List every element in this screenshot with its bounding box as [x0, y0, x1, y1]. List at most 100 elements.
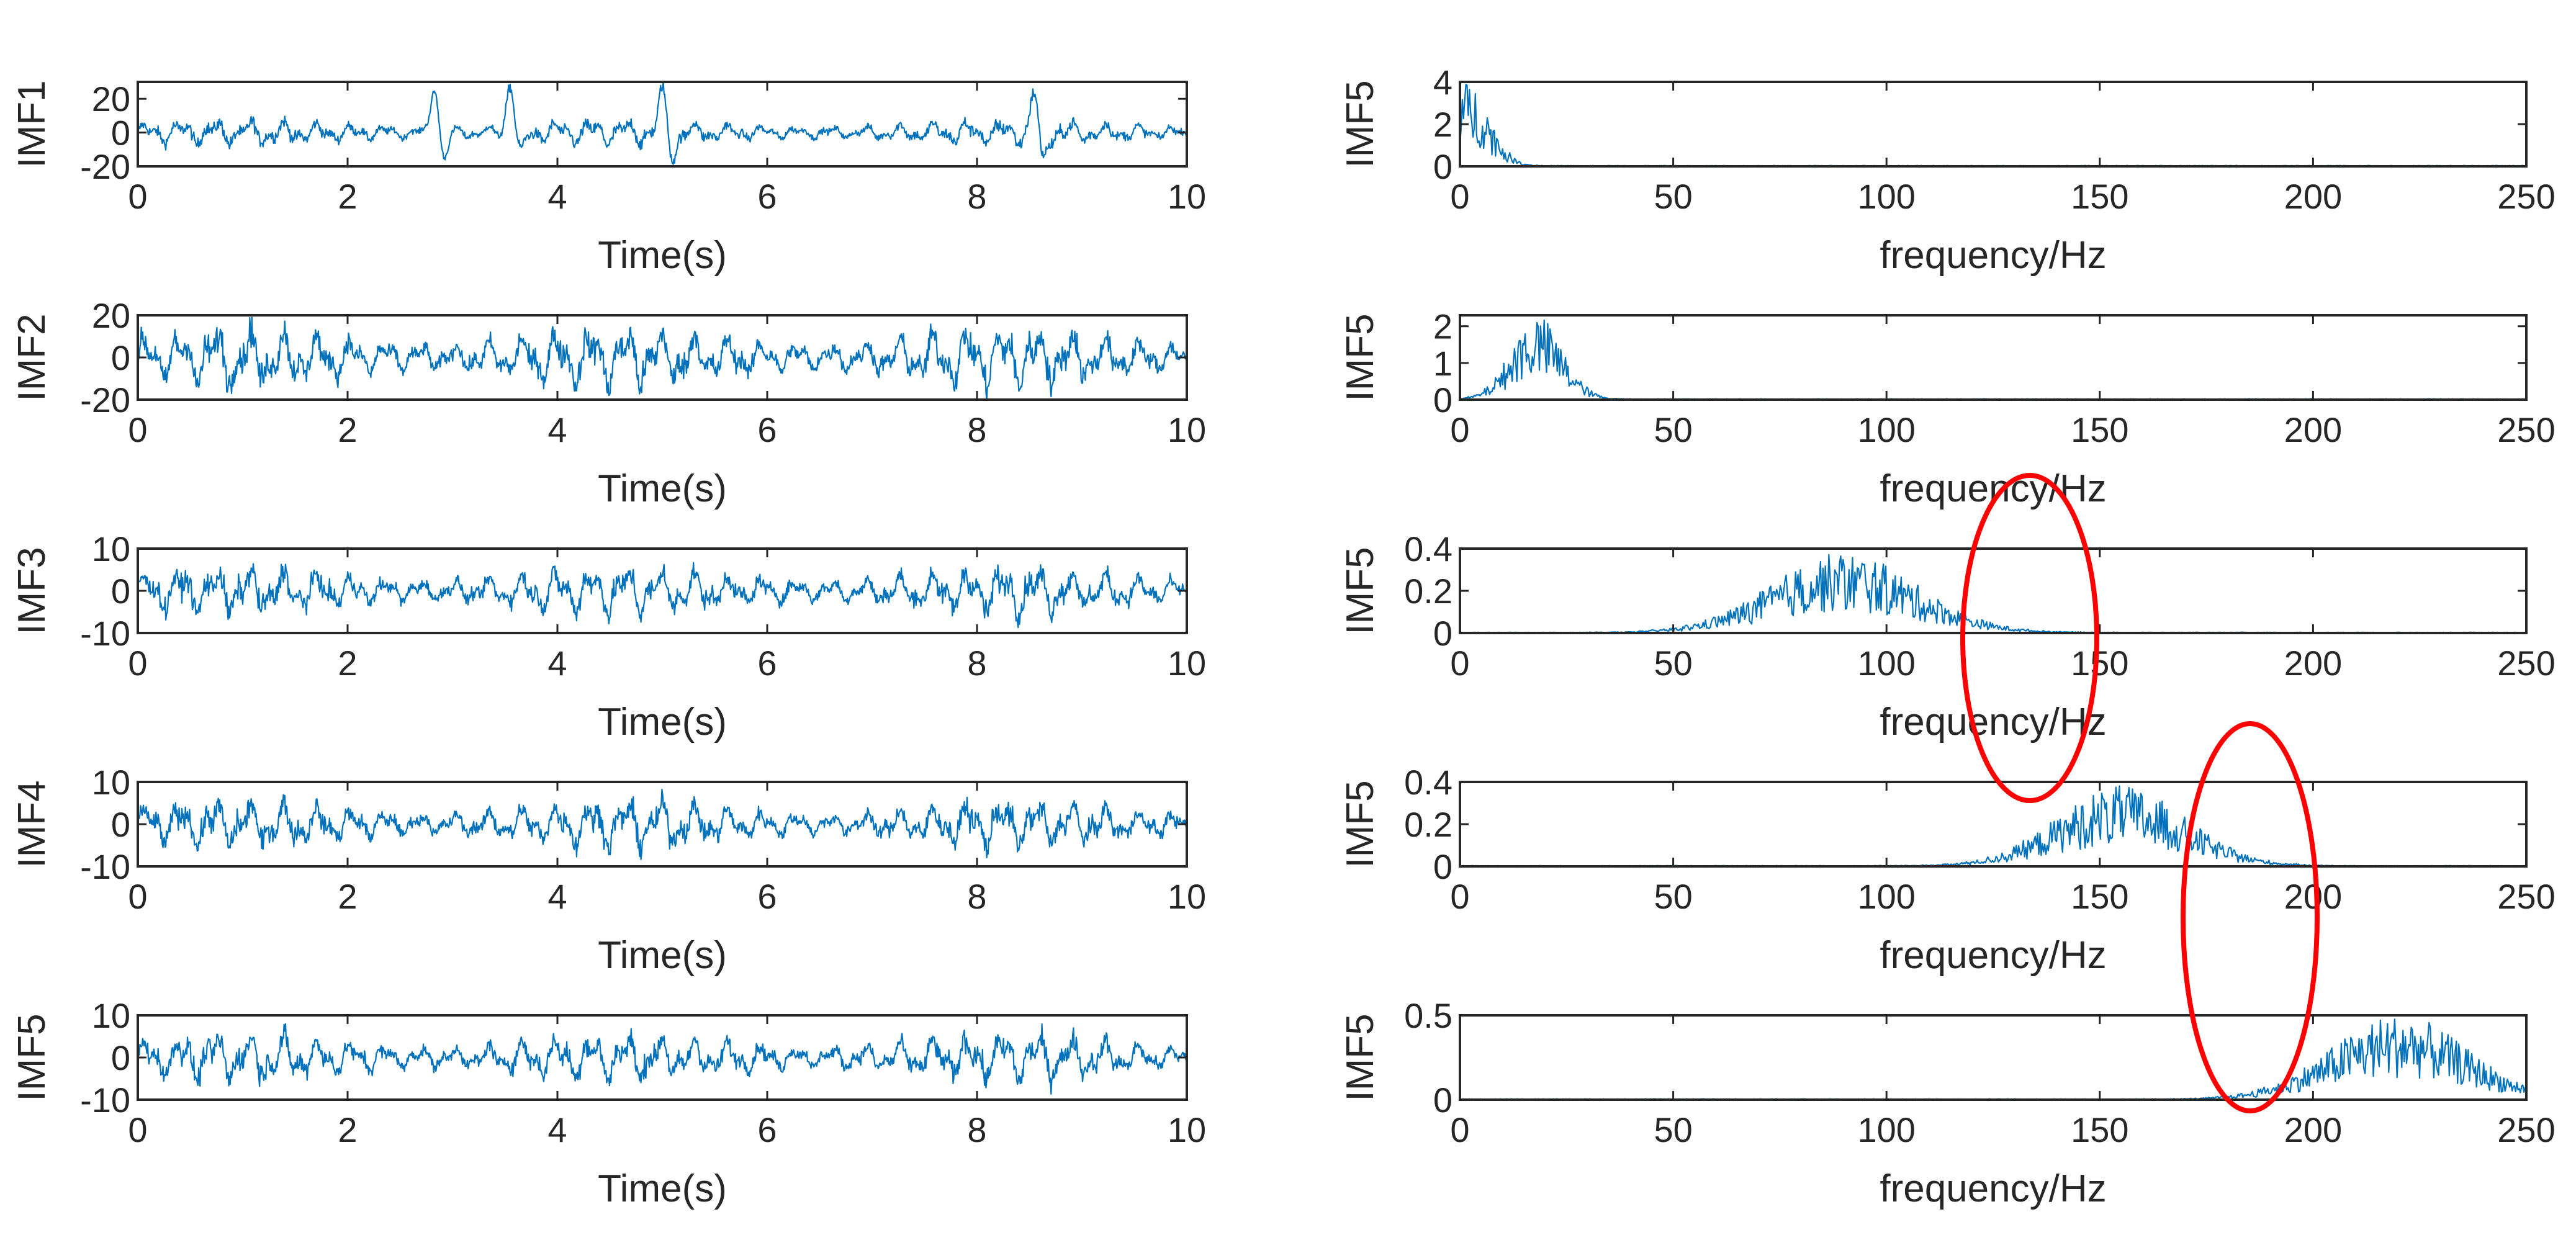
- series-line: [1459, 785, 2527, 868]
- y-tick-label: 10: [92, 529, 130, 568]
- x-tick-label: 2: [338, 877, 357, 916]
- x-tick-label: 100: [1857, 410, 1915, 449]
- x-tick-label: 8: [967, 177, 986, 216]
- x-tick-label: 50: [1654, 644, 1692, 683]
- x-tick-label: 100: [1857, 877, 1915, 916]
- x-tick-label: 4: [547, 1110, 567, 1149]
- y-tick-label: 0: [1433, 614, 1452, 653]
- x-tick-label: 250: [2497, 644, 2555, 683]
- x-tick-label: 150: [2071, 410, 2128, 449]
- x-tick-label: 6: [757, 177, 777, 216]
- x-tick-label: 50: [1654, 877, 1692, 916]
- y-axis-label: IMF2: [11, 313, 53, 401]
- y-tick-label: 0.5: [1404, 996, 1452, 1035]
- x-tick-label: 2: [338, 1110, 357, 1149]
- series-line: [1459, 319, 2527, 401]
- x-tick-label: 0: [128, 1110, 147, 1149]
- y-tick-label: -20: [80, 147, 130, 186]
- x-tick-label: 200: [2284, 644, 2342, 683]
- y-tick-label: 0: [1433, 1080, 1452, 1120]
- x-tick-label: 10: [1168, 177, 1206, 216]
- x-tick-label: 150: [2071, 877, 2128, 916]
- highlight-mode-overlap-2: [2181, 721, 2320, 1113]
- y-axis-label: IMF5: [1339, 1013, 1382, 1101]
- y-tick-label: 2: [1433, 105, 1452, 144]
- y-tick-label: 10: [92, 763, 130, 802]
- y-tick-label: 0.2: [1404, 572, 1452, 611]
- x-tick-label: 4: [547, 877, 567, 916]
- axes-frame: [137, 314, 1188, 401]
- series-line: [137, 317, 1188, 401]
- axes-frame: [1459, 314, 2528, 401]
- x-tick-label: 0: [1450, 877, 1469, 916]
- x-tick-label: 150: [2071, 177, 2128, 216]
- x-tick-label: 50: [1654, 410, 1692, 449]
- series-line: [137, 562, 1188, 629]
- y-tick-label: 0.4: [1404, 763, 1452, 802]
- axes-frame: [137, 547, 1188, 634]
- x-tick-label: 10: [1168, 410, 1206, 449]
- axes-frame: [1459, 81, 2528, 168]
- subplot-10: 0 50 100 150 200 250 0.5 0 frequency/Hz IMF5: [1339, 996, 2556, 1210]
- subplot-3: 0 2 4 6 8 10 10 0-10 Time(s) IMF3: [11, 529, 1206, 743]
- y-tick-label: 0: [111, 338, 130, 377]
- x-axis-label: frequency/Hz: [1880, 934, 2106, 977]
- x-tick-label: 10: [1168, 644, 1206, 683]
- x-tick-label: 8: [967, 1110, 986, 1149]
- x-tick-label: 50: [1654, 177, 1692, 216]
- y-tick-label: 0: [111, 1038, 130, 1077]
- x-tick-label: 150: [2071, 644, 2128, 683]
- y-axis-label: IMF3: [11, 547, 53, 634]
- y-tick-label: 0: [1433, 380, 1452, 420]
- x-tick-label: 4: [547, 177, 567, 216]
- axes-frame: [1459, 1014, 2528, 1101]
- x-tick-label: 2: [338, 410, 357, 449]
- y-tick-label: -10: [80, 1080, 130, 1120]
- x-tick-label: 10: [1168, 1110, 1206, 1149]
- axes-frame: [137, 1014, 1188, 1101]
- x-tick-label: 250: [2497, 877, 2555, 916]
- x-tick-label: 6: [757, 877, 777, 916]
- x-tick-label: 200: [2284, 877, 2342, 916]
- y-tick-label: 0: [111, 805, 130, 844]
- y-tick-label: 4: [1433, 63, 1452, 102]
- x-tick-label: 250: [2497, 410, 2555, 449]
- x-tick-label: 0: [1450, 1110, 1469, 1149]
- series-line: [1459, 84, 2527, 168]
- y-axis-label: IMF4: [11, 780, 53, 868]
- x-tick-label: 0: [128, 877, 147, 916]
- y-tick-label: 10: [92, 996, 130, 1035]
- x-tick-label: 100: [1857, 1110, 1915, 1149]
- x-tick-label: 250: [2497, 1110, 2555, 1149]
- axes-frame: [1459, 547, 2528, 634]
- y-tick-label: -10: [80, 847, 130, 886]
- x-tick-label: 250: [2497, 177, 2555, 216]
- x-tick-label: 6: [757, 1110, 777, 1149]
- y-tick-label: 20: [92, 296, 130, 335]
- x-tick-label: 0: [1450, 410, 1469, 449]
- series-line: [137, 1023, 1188, 1095]
- x-tick-label: 10: [1168, 877, 1206, 916]
- x-tick-label: 0: [1450, 644, 1469, 683]
- x-axis-label: Time(s): [598, 234, 727, 277]
- x-axis-label: Time(s): [598, 934, 727, 977]
- x-tick-label: 8: [967, 644, 986, 683]
- x-tick-label: 150: [2071, 1110, 2128, 1149]
- x-axis-label: frequency/Hz: [1880, 701, 2106, 743]
- y-tick-label: 1: [1433, 344, 1452, 383]
- x-tick-label: 100: [1857, 177, 1915, 216]
- y-tick-label: 0: [1433, 147, 1452, 186]
- x-axis-label: Time(s): [598, 701, 727, 743]
- x-tick-label: 100: [1857, 644, 1915, 683]
- x-axis-label: frequency/Hz: [1880, 1167, 2106, 1210]
- series-line: [137, 788, 1188, 861]
- highlight-mode-overlap-1: [1960, 473, 2099, 803]
- x-axis-label: Time(s): [598, 1167, 727, 1210]
- y-tick-label: -20: [80, 380, 130, 420]
- y-axis-label: IMF1: [11, 80, 53, 168]
